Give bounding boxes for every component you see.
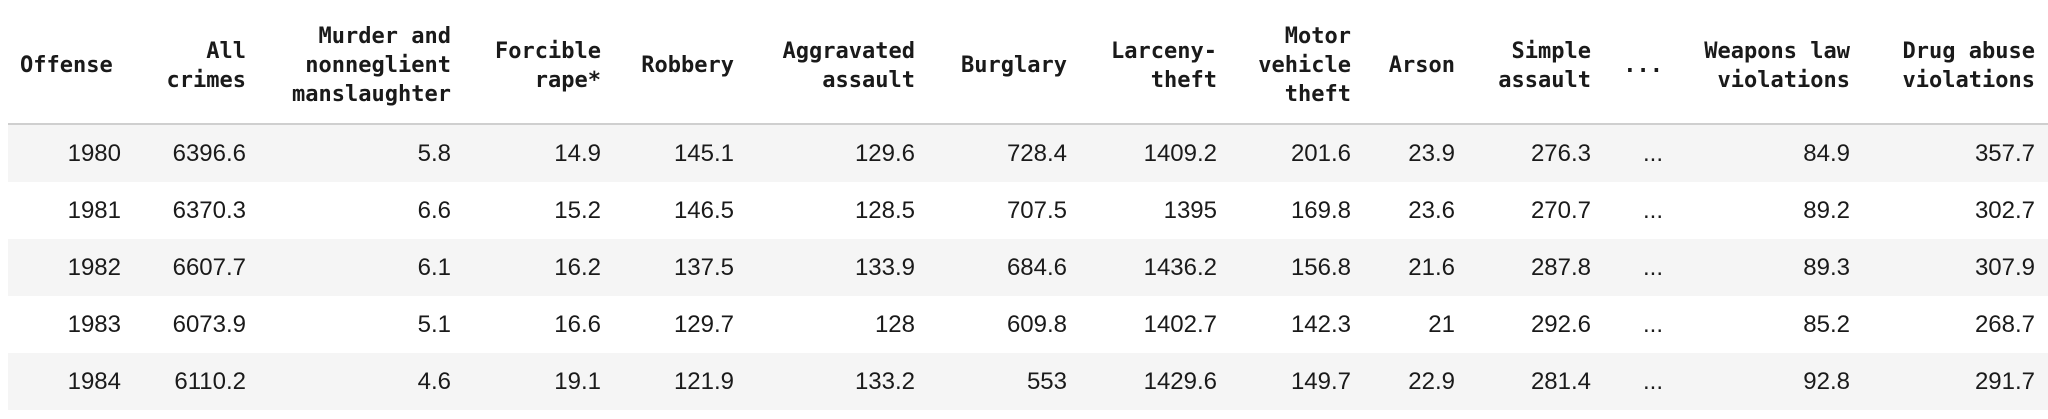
table-cell: 84.9 — [1676, 124, 1863, 182]
table-cell: 14.9 — [464, 124, 614, 182]
table-cell: 1395 — [1080, 182, 1230, 239]
table-cell: 22.9 — [1364, 353, 1468, 410]
table-cell: 357.7 — [1863, 124, 2048, 182]
table-cell: ... — [1604, 353, 1676, 410]
table-cell: 728.4 — [928, 124, 1080, 182]
table-cell: 23.9 — [1364, 124, 1468, 182]
table-cell: 142.3 — [1230, 296, 1364, 353]
table-cell: 1429.6 — [1080, 353, 1230, 410]
table-cell: ... — [1604, 124, 1676, 182]
table-cell: 6607.7 — [134, 239, 259, 296]
table-cell: 553 — [928, 353, 1080, 410]
table-cell: 6370.3 — [134, 182, 259, 239]
table-cell: 6396.6 — [134, 124, 259, 182]
table-cell: 302.7 — [1863, 182, 2048, 239]
column-header-ellipsis: ... — [1604, 22, 1676, 125]
table-cell: 89.3 — [1676, 239, 1863, 296]
table-cell: 1409.2 — [1080, 124, 1230, 182]
table-cell: 133.2 — [747, 353, 928, 410]
column-header-forcible-rape: Forcible rape* — [464, 22, 614, 125]
table-cell: 1402.7 — [1080, 296, 1230, 353]
column-header-simple-assault: Simple assault — [1468, 22, 1604, 125]
table-cell: 149.7 — [1230, 353, 1364, 410]
table-cell: 128 — [747, 296, 928, 353]
table-cell: 145.1 — [614, 124, 747, 182]
table-cell: 1981 — [8, 182, 134, 239]
table-cell: 268.7 — [1863, 296, 2048, 353]
table-cell: 92.8 — [1676, 353, 1863, 410]
column-header-drug-abuse-violations: Drug abuse violations — [1863, 22, 2048, 125]
table-cell: ... — [1604, 239, 1676, 296]
table-cell: 121.9 — [614, 353, 747, 410]
table-cell: 156.8 — [1230, 239, 1364, 296]
table-cell: 281.4 — [1468, 353, 1604, 410]
column-header-weapons-law-violations: Weapons law violations — [1676, 22, 1863, 125]
column-header-larceny-theft: Larceny-theft — [1080, 22, 1230, 125]
table-cell: 15.2 — [464, 182, 614, 239]
column-header-burglary: Burglary — [928, 22, 1080, 125]
table-cell: 6073.9 — [134, 296, 259, 353]
table-cell: 287.8 — [1468, 239, 1604, 296]
column-header-motor-vehicle-theft: Motor vehicle theft — [1230, 22, 1364, 125]
table-cell: 85.2 — [1676, 296, 1863, 353]
table-cell: 6110.2 — [134, 353, 259, 410]
table-cell: 128.5 — [747, 182, 928, 239]
table-cell: 6.6 — [259, 182, 464, 239]
table-cell: 4.6 — [259, 353, 464, 410]
table-cell: 5.8 — [259, 124, 464, 182]
table-cell: 169.8 — [1230, 182, 1364, 239]
table-cell: 707.5 — [928, 182, 1080, 239]
table-cell: ... — [1604, 296, 1676, 353]
table-cell: 16.6 — [464, 296, 614, 353]
table-cell: 1984 — [8, 353, 134, 410]
table-row: 1981 6370.3 6.6 15.2 146.5 128.5 707.5 1… — [8, 182, 2048, 239]
table-row: 1980 6396.6 5.8 14.9 145.1 129.6 728.4 1… — [8, 124, 2048, 182]
column-header-aggravated-assault: Aggravated assault — [747, 22, 928, 125]
table-cell: 21.6 — [1364, 239, 1468, 296]
table-cell: 5.1 — [259, 296, 464, 353]
table-cell: 292.6 — [1468, 296, 1604, 353]
table-row: 1984 6110.2 4.6 19.1 121.9 133.2 553 142… — [8, 353, 2048, 410]
table-row: 1983 6073.9 5.1 16.6 129.7 128 609.8 140… — [8, 296, 2048, 353]
column-header-robbery: Robbery — [614, 22, 747, 125]
crime-rate-table: Offense All crimes Murder and nonneglien… — [8, 22, 2048, 410]
table-cell: 1982 — [8, 239, 134, 296]
table-cell: 146.5 — [614, 182, 747, 239]
table-row: 1982 6607.7 6.1 16.2 137.5 133.9 684.6 1… — [8, 239, 2048, 296]
table-cell: 137.5 — [614, 239, 747, 296]
column-header-offense: Offense — [8, 22, 134, 125]
table-cell: 129.6 — [747, 124, 928, 182]
table-cell: 307.9 — [1863, 239, 2048, 296]
table-cell: 270.7 — [1468, 182, 1604, 239]
table-cell: 684.6 — [928, 239, 1080, 296]
table-cell: 19.1 — [464, 353, 614, 410]
table-cell: 23.6 — [1364, 182, 1468, 239]
header-row: Offense All crimes Murder and nonneglien… — [8, 22, 2048, 125]
table-cell: 609.8 — [928, 296, 1080, 353]
table-cell: 16.2 — [464, 239, 614, 296]
table-cell: 89.2 — [1676, 182, 1863, 239]
table-cell: 133.9 — [747, 239, 928, 296]
table-cell: 201.6 — [1230, 124, 1364, 182]
table-cell: 276.3 — [1468, 124, 1604, 182]
table-cell: 6.1 — [259, 239, 464, 296]
column-header-arson: Arson — [1364, 22, 1468, 125]
table-cell: 129.7 — [614, 296, 747, 353]
column-header-all-crimes: All crimes — [134, 22, 259, 125]
table-cell: 1436.2 — [1080, 239, 1230, 296]
table-cell: 1980 — [8, 124, 134, 182]
table-cell: 1983 — [8, 296, 134, 353]
table-cell: ... — [1604, 182, 1676, 239]
table-cell: 21 — [1364, 296, 1468, 353]
table-cell: 291.7 — [1863, 353, 2048, 410]
column-header-murder: Murder and nonneglient manslaughter — [259, 22, 464, 125]
